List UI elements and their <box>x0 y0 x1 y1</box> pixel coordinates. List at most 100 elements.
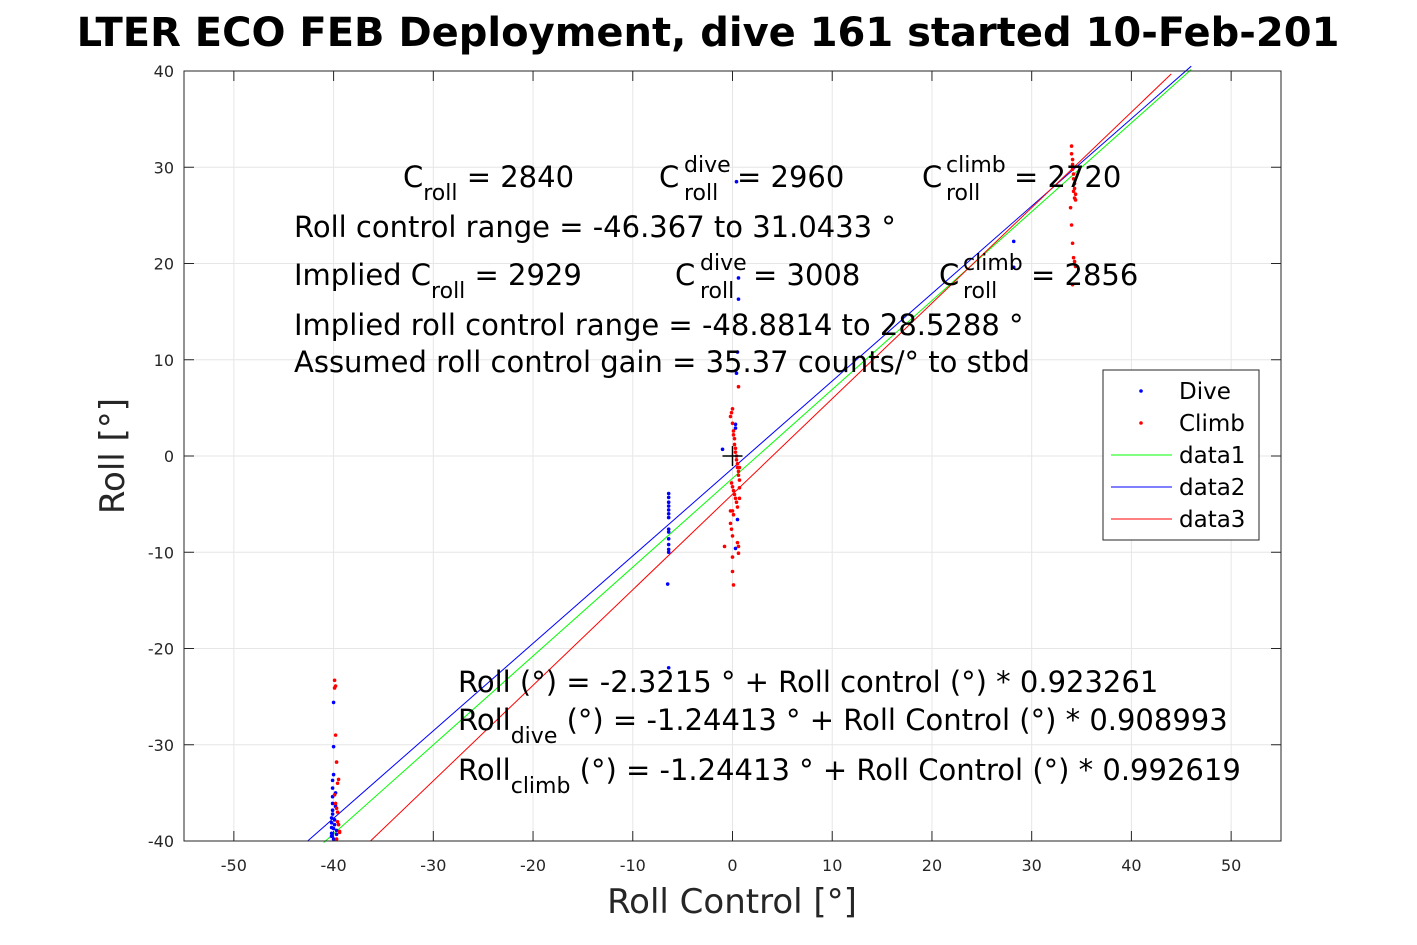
legend-data2-label: data2 <box>1179 475 1245 501</box>
annotation-implied-c-climb: C climb roll = 2856 <box>939 251 1138 304</box>
svg-text:C: C <box>922 160 942 194</box>
legend-item-data2: data2 <box>1111 475 1245 501</box>
point-dive <box>331 700 336 705</box>
point-dive <box>666 511 671 516</box>
point-dive <box>736 297 741 301</box>
svg-text:C: C <box>675 258 695 292</box>
point-climb <box>1072 196 1077 200</box>
legend-item-data3: data3 <box>1111 507 1245 533</box>
point-climb <box>730 555 735 559</box>
point-climb <box>729 527 734 531</box>
point-dive <box>665 582 670 586</box>
y-tick-label: 10 <box>154 351 174 370</box>
y-tick-label: -20 <box>148 640 174 659</box>
annotation-implied-c-dive: C dive roll = 3008 <box>675 251 860 304</box>
point-climb <box>1069 144 1074 148</box>
x-tick-label: -10 <box>620 856 646 875</box>
legend: Dive Climb data1 data2 data3 <box>1102 369 1260 541</box>
point-climb <box>730 407 735 411</box>
point-climb <box>732 442 737 447</box>
point-climb <box>1071 189 1076 194</box>
point-climb <box>1072 186 1077 191</box>
point-dive <box>330 801 335 806</box>
annotation-fit-dive: Rolldive (°) = -1.24413 ° + Roll Control… <box>458 703 1228 749</box>
point-dive <box>734 179 739 184</box>
point-dive <box>330 778 335 783</box>
point-climb <box>729 410 734 415</box>
point-climb <box>736 551 741 556</box>
svg-text:climb: climb <box>963 251 1023 276</box>
point-climb <box>731 429 736 433</box>
point-climb <box>730 421 735 426</box>
legend-dive-label: Dive <box>1179 379 1231 405</box>
point-climb <box>1070 157 1075 162</box>
svg-text:roll: roll <box>946 181 980 206</box>
point-dive <box>733 546 738 551</box>
point-climb <box>1072 259 1077 264</box>
svg-text:= 3008: = 3008 <box>753 258 860 292</box>
point-dive <box>666 508 671 512</box>
x-tick-label: -20 <box>520 856 546 875</box>
point-climb <box>735 461 740 466</box>
point-climb <box>733 446 738 451</box>
annotation-fit-climb: Rollclimb (°) = -1.24413 ° + Roll Contro… <box>458 753 1241 799</box>
point-climb <box>1070 241 1075 246</box>
point-climb <box>728 414 733 419</box>
point-climb <box>737 478 742 482</box>
legend-item-climb: Climb <box>1139 411 1245 437</box>
point-climb <box>335 781 340 786</box>
point-climb <box>332 678 337 683</box>
x-tick-label: -30 <box>420 856 446 875</box>
svg-text:roll: roll <box>963 279 997 304</box>
point-climb <box>1071 177 1076 181</box>
point-dive <box>666 530 671 534</box>
point-climb <box>334 837 339 841</box>
point-dive <box>329 816 334 820</box>
point-dive <box>334 828 339 833</box>
point-dive <box>334 832 339 837</box>
point-climb <box>336 822 341 827</box>
point-dive <box>329 831 334 836</box>
y-tick-label: 40 <box>154 62 174 81</box>
point-dive <box>666 491 671 496</box>
annotation-implied-c-roll: Implied Croll = 2929 <box>294 258 582 304</box>
svg-text:dive: dive <box>700 251 747 276</box>
point-dive <box>666 500 671 505</box>
point-climb <box>333 684 338 688</box>
svg-text:C: C <box>659 160 679 194</box>
data-points <box>329 144 1078 841</box>
y-axis-label: Roll [°] <box>93 398 133 514</box>
point-dive <box>736 276 741 280</box>
point-dive <box>735 350 740 354</box>
x-tick-label: 40 <box>1121 856 1141 875</box>
fit-lines <box>307 65 1192 844</box>
point-dive <box>332 822 337 827</box>
legend-climb-marker <box>1139 421 1143 425</box>
point-climb <box>335 810 340 814</box>
point-climb <box>733 496 738 501</box>
y-tick-label: 0 <box>164 447 174 466</box>
annotation-range: Roll control range = -46.367 to 31.0433 … <box>294 210 896 244</box>
point-climb <box>730 485 735 489</box>
legend-item-data1: data1 <box>1111 443 1245 469</box>
point-climb <box>1069 223 1074 227</box>
x-ticks: -50 -40 -30 -20 -10 0 10 20 30 40 50 <box>221 71 1241 875</box>
point-climb <box>737 496 742 501</box>
point-dive <box>720 447 725 452</box>
y-ticks: -40 -30 -20 -10 0 10 20 30 40 <box>148 62 1281 851</box>
point-dive <box>666 515 671 520</box>
point-climb <box>337 830 342 835</box>
point-dive <box>330 786 335 790</box>
point-dive <box>666 542 671 547</box>
point-dive <box>1011 239 1016 244</box>
point-climb <box>731 488 736 493</box>
x-tick-label: -40 <box>321 856 347 875</box>
x-tick-label: 0 <box>727 856 737 875</box>
origin-marker <box>722 446 743 466</box>
point-climb <box>735 540 740 545</box>
point-dive <box>329 834 334 838</box>
point-climb <box>736 469 741 474</box>
point-climb <box>736 384 741 389</box>
point-climb <box>334 806 339 811</box>
